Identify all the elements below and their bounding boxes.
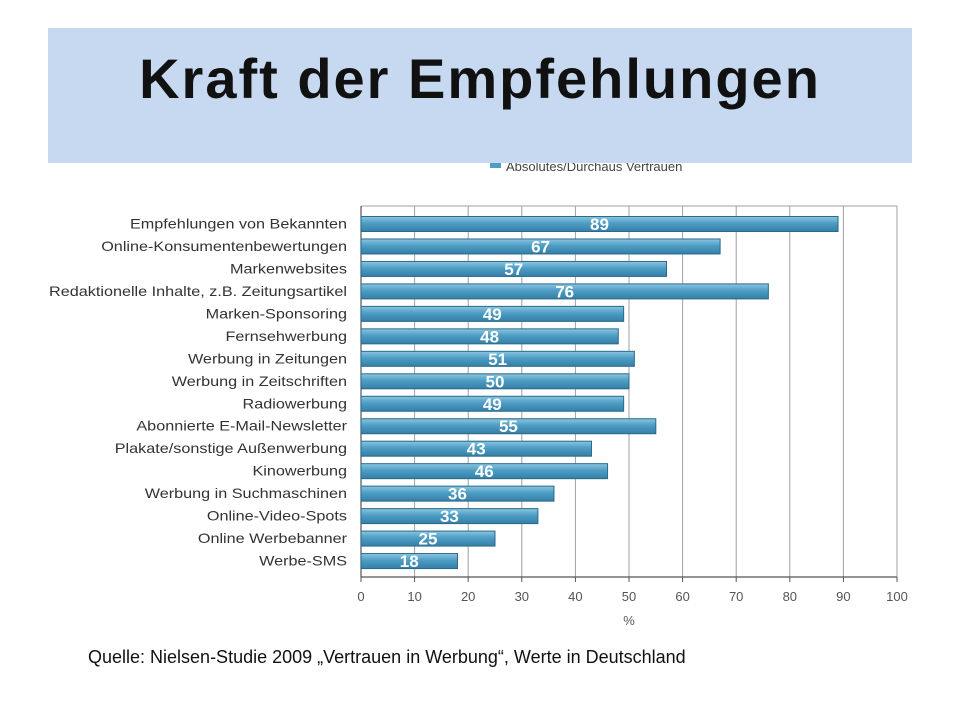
category-label-4: Marken-Sponsoring <box>206 308 347 322</box>
x-tick-label-4: 40 <box>568 589 582 604</box>
category-label-3: Redaktionelle Inhalte, z.B. Zeitungsarti… <box>49 285 347 299</box>
bar-value-label-12: 36 <box>448 485 467 504</box>
slide-title: Kraft der Empfehlungen <box>139 47 821 110</box>
bar-7 <box>360 373 630 390</box>
bar-2 <box>360 260 668 277</box>
bar-value-label-15: 18 <box>400 552 419 571</box>
category-label-5: Fernsehwerbung <box>225 330 347 344</box>
category-label-9: Abonnierte E-Mail-Newsletter <box>136 420 347 434</box>
bar-value-label-13: 33 <box>440 507 459 526</box>
bar-8 <box>360 395 625 412</box>
category-label-11: Kinowerbung <box>252 465 347 479</box>
bar-12 <box>360 485 555 502</box>
bar-value-label-2: 57 <box>504 260 523 279</box>
x-tick-label-9: 90 <box>836 589 850 604</box>
bar-value-label-6: 51 <box>488 350 507 369</box>
bar-value-label-5: 48 <box>480 327 499 346</box>
x-tick-label-5: 50 <box>622 589 636 604</box>
title-banner: Kraft der Empfehlungen <box>48 28 912 163</box>
bar-6 <box>360 350 635 367</box>
category-label-6: Werbung in Zeitungen <box>188 352 347 366</box>
bar-5 <box>360 328 619 345</box>
category-label-14: Online Werbebanner <box>198 532 347 546</box>
category-label-10: Plakate/sonstige Außenwerbung <box>115 442 347 456</box>
x-tick-label-7: 70 <box>729 589 743 604</box>
category-label-1: Online-Konsumentenbewertungen <box>101 240 347 254</box>
legend-swatch <box>490 162 501 168</box>
category-label-0: Empfehlungen von Bekannten <box>130 218 347 232</box>
bar-value-label-1: 67 <box>531 237 550 256</box>
x-tick-label-0: 0 <box>357 589 364 604</box>
bar-value-label-4: 49 <box>483 305 502 324</box>
bar-11 <box>360 463 609 480</box>
x-tick-label-1: 10 <box>407 589 421 604</box>
bar-1 <box>360 238 721 255</box>
bar-14 <box>360 530 496 547</box>
bar-value-label-0: 89 <box>590 215 609 234</box>
label-layer: 89 Empfehlungen von Bekannten 67 Online-Kon… <box>49 215 609 571</box>
x-tick-label-2: 20 <box>461 589 475 604</box>
category-label-12: Werbung in Suchmaschinen <box>145 487 347 501</box>
bar-3 <box>360 283 769 300</box>
source-note: Quelle: Nielsen-Studie 2009 „Vertrauen i… <box>88 647 686 667</box>
x-tick-label-6: 60 <box>675 589 689 604</box>
category-label-2: Markenwebsites <box>230 263 347 277</box>
category-label-13: Online-Video-Spots <box>207 510 347 524</box>
bar-value-label-11: 46 <box>475 462 494 481</box>
x-axis-title: % <box>623 613 635 628</box>
category-label-7: Werbung in Zeitschriften <box>172 375 347 389</box>
bar-value-label-8: 49 <box>483 395 502 414</box>
category-label-8: Radiowerbung <box>243 397 347 411</box>
x-tick-label-3: 30 <box>515 589 529 604</box>
bar-0 <box>360 216 839 232</box>
bar-value-label-7: 50 <box>486 372 505 391</box>
x-tick-label-8: 80 <box>783 589 797 604</box>
bar-10 <box>360 440 592 457</box>
bar-value-label-9: 55 <box>499 417 518 436</box>
bar-value-label-14: 25 <box>419 530 438 549</box>
bar-value-label-10: 43 <box>467 440 486 459</box>
bar-layer <box>360 216 839 570</box>
bar-4 <box>360 305 625 322</box>
bar-15 <box>360 553 458 570</box>
x-tick-label-10: 100 <box>886 589 908 604</box>
bar-value-label-3: 76 <box>555 282 574 301</box>
category-label-15: Werbe-SMS <box>259 555 347 569</box>
bar-9 <box>360 418 657 435</box>
bar-13 <box>360 508 539 525</box>
